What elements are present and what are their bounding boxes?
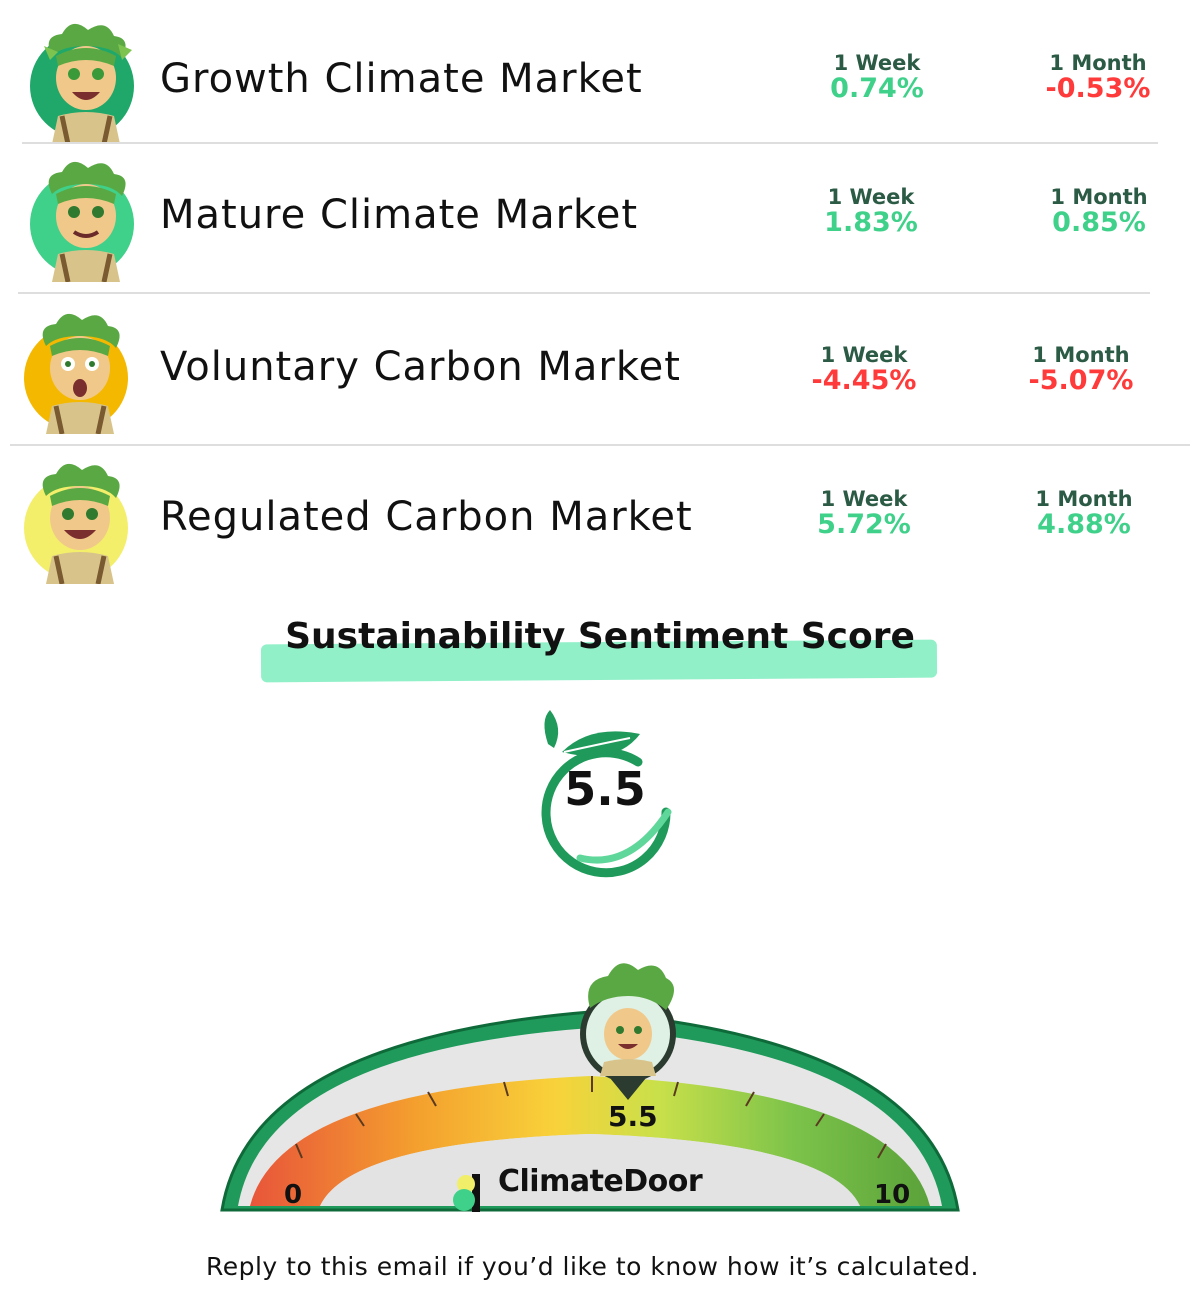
week-stat: 1 Week 5.72% [779,488,949,540]
month-stat: 1 Month -0.53% [1013,52,1183,104]
avatar-icon [30,23,134,144]
month-value: 4.88% [1037,509,1131,540]
week-label: 1 Week [820,487,908,511]
month-label: 1 Month [1032,343,1130,367]
month-value: 0.85% [1052,207,1146,238]
month-stat: 1 Month 4.88% [999,488,1169,540]
avatar-icon [24,313,128,434]
gauge-value-label: 5.5 [608,1100,658,1133]
avatar-icon [30,161,134,282]
leaf-ring-icon [541,710,672,878]
month-value: -0.53% [1045,73,1151,104]
week-stat: 1 Week -4.45% [779,344,949,396]
score-badge: 5.5 [520,700,690,880]
month-stat: 1 Month -5.07% [996,344,1166,396]
market-name: Mature Climate Market [160,192,639,238]
footer-note: Reply to this email if you’d like to kno… [205,1252,979,1281]
market-name: Voluntary Carbon Market [160,344,681,390]
month-label: 1 Month [1049,51,1147,75]
gauge-max-label: 10 [874,1180,911,1210]
week-label: 1 Week [827,185,915,209]
week-value: 5.72% [817,509,911,540]
market-row-growth: Growth Climate Market 1 Week 0.74% 1 Mon… [0,8,1200,148]
row-divider [10,444,1190,446]
market-row-mature: Mature Climate Market 1 Week 1.83% 1 Mon… [0,146,1200,286]
gauge-dial [220,963,960,1212]
sentiment-title: Sustainability Sentiment Score [285,616,915,657]
market-name: Growth Climate Market [160,56,643,102]
market-name: Regulated Carbon Market [160,494,693,540]
week-value: 0.74% [830,73,924,104]
sentiment-gauge: 5.5 0 10 ClimateDoor [210,930,970,1230]
market-row-regulated: Regulated Carbon Market 1 Week 5.72% 1 M… [0,448,1200,588]
month-label: 1 Month [1035,487,1133,511]
row-divider [18,292,1150,294]
month-label: 1 Month [1050,185,1148,209]
week-label: 1 Week [820,343,908,367]
sentiment-title-block: Sustainability Sentiment Score [255,612,945,683]
week-label: 1 Week [833,51,921,75]
month-value: -5.07% [1028,365,1134,396]
week-value: -4.45% [811,365,917,396]
brand-logo-text: ClimateDoor [498,1164,703,1199]
score-value: 5.5 [564,762,646,816]
week-stat: 1 Week 0.74% [792,52,962,104]
avatar-icon [24,463,128,584]
row-divider [22,142,1158,144]
gauge-min-label: 0 [284,1180,303,1210]
market-row-voluntary: Voluntary Carbon Market 1 Week -4.45% 1 … [0,298,1200,438]
month-stat: 1 Month 0.85% [1014,186,1184,238]
week-stat: 1 Week 1.83% [786,186,956,238]
week-value: 1.83% [824,207,918,238]
